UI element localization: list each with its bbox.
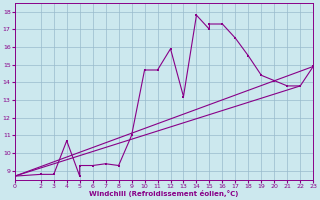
X-axis label: Windchill (Refroidissement éolien,°C): Windchill (Refroidissement éolien,°C) bbox=[89, 190, 239, 197]
